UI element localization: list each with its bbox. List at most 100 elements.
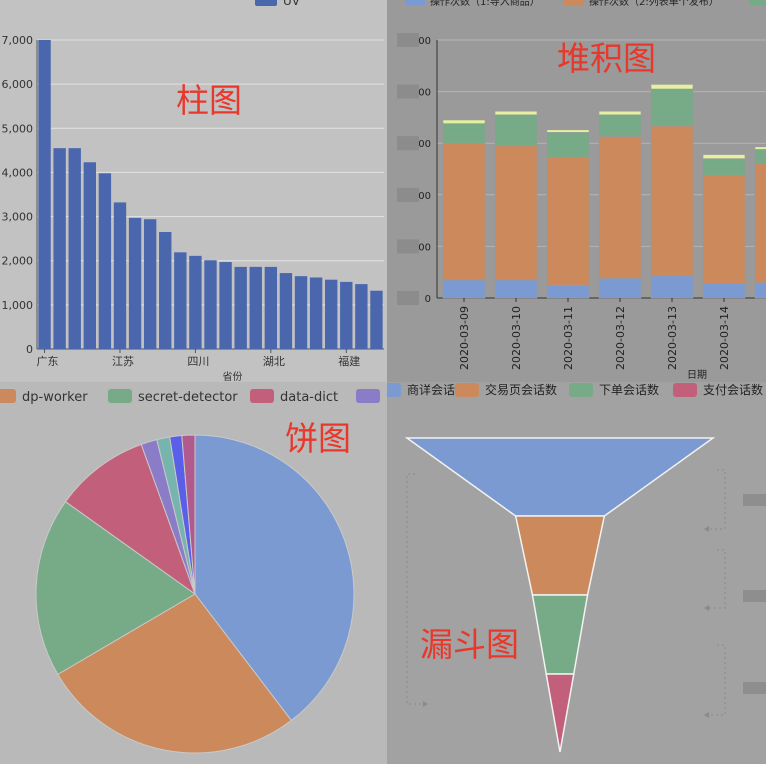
funnel-stage: [531, 594, 589, 675]
blurred-y-tick: [397, 239, 419, 254]
y-tick-label: 00: [418, 191, 431, 202]
bar: [340, 281, 353, 349]
stack-segment: [650, 88, 694, 127]
bar: [219, 262, 232, 349]
arrow-icon: [704, 526, 709, 532]
y-tick-label: 6,000: [2, 78, 34, 91]
blurred-y-tick: [397, 291, 419, 305]
legend-swatch: [405, 0, 425, 6]
blurred-label: [743, 494, 766, 506]
bar: [143, 219, 157, 349]
legend-label: 下单会话数: [599, 382, 659, 397]
arrow-icon: [704, 605, 709, 611]
stack-segment: [754, 146, 766, 150]
funnel-bracket-right: [709, 549, 726, 609]
bar: [98, 173, 112, 349]
stack-segment: [598, 110, 642, 116]
legend-swatch: [749, 0, 766, 6]
funnel-bracket-right: [709, 469, 726, 530]
blurred-label: [743, 682, 766, 694]
legend-swatch-uv: [255, 0, 277, 6]
pie-slice: [57, 593, 293, 754]
legend-label: data-dict: [280, 390, 338, 405]
legend-label: dp-worker: [22, 390, 88, 405]
bar: [113, 202, 127, 349]
x-tick-label: 2020-03-10: [510, 306, 523, 370]
x-axis-title: 日期: [687, 369, 707, 381]
stack-segment: [442, 123, 486, 144]
arrow-icon: [423, 701, 428, 707]
y-tick-label: 7,000: [2, 34, 34, 47]
bar: [309, 277, 323, 349]
funnel-chart: 商详会话数 交易页会话数 下单会话数 支付会话数: [387, 382, 766, 753]
bar-chart: UV 0 1,000 2,000 3,000 4,000 5,000 6,000 7,000 广东…: [2, 0, 384, 382]
funnel-bracket-left: [406, 473, 423, 705]
bar: [204, 260, 217, 349]
stack-segment: [546, 132, 590, 158]
stack-segment: [494, 279, 538, 299]
legend-label: 支付会话数: [703, 382, 763, 397]
stacked-chart-panel: 操作次数（1:导入商品） 操作次数（2:列表单个发布） 0 00 00 00 00 00 202…: [387, 0, 766, 382]
y-tick-label: 00: [418, 88, 431, 99]
bar: [68, 148, 81, 349]
legend-swatch: [0, 389, 16, 403]
bar: [264, 266, 278, 349]
bar: [128, 217, 142, 349]
legend-swatch: [108, 389, 132, 403]
stack-segment: [650, 275, 694, 299]
bar: [279, 273, 293, 349]
pie-slice: [64, 443, 197, 596]
x-tick-label: 2020-03-13: [666, 306, 679, 370]
stack-segment: [494, 110, 538, 116]
stack-segment: [702, 158, 746, 176]
stack-segment: [442, 142, 486, 281]
blurred-y-tick: [397, 84, 419, 99]
y-tick-label: 00: [418, 242, 431, 253]
blurred-y-tick: [397, 187, 419, 202]
stack-segment: [650, 84, 694, 90]
bar: [38, 40, 51, 349]
legend-label-uv: UV: [283, 0, 301, 8]
y-tick-label: 4,000: [2, 166, 34, 179]
blurred-y-tick: [397, 33, 419, 47]
y-tick-label: 00: [418, 36, 431, 47]
stack-segment: [494, 114, 538, 147]
bar: [325, 279, 338, 349]
pie-slice: [194, 434, 355, 722]
x-tick-label: 广东: [37, 355, 59, 368]
stack-segment: [598, 278, 642, 299]
funnel-chart-annotation: 漏斗图: [420, 625, 519, 664]
x-tick-label: 福建: [338, 354, 360, 368]
legend-swatch: [673, 383, 697, 397]
legend-swatch: [569, 383, 593, 397]
stack-segment: [754, 149, 766, 165]
stack-segment: [546, 156, 590, 286]
funnel-stage: [404, 437, 716, 517]
pie-chart-panel: dp-worker secret-detector data-dict 饼图: [0, 382, 387, 764]
bar: [234, 266, 247, 349]
stacked-chart-annotation: 堆积图: [557, 39, 656, 78]
bar-chart-panel: UV 0 1,000 2,000 3,000 4,000 5,000 6,000 7,000 广东…: [0, 0, 387, 382]
pie-chart-annotation: 饼图: [285, 419, 351, 458]
pie-slice: [181, 434, 196, 595]
legend-label: 操作次数（1:导入商品）: [430, 0, 540, 8]
x-axis-title: 省份: [223, 370, 243, 382]
pie-slice: [35, 500, 196, 676]
stack-segment: [598, 114, 642, 137]
stack-segment: [494, 145, 538, 281]
y-tick-label: 3,000: [2, 211, 34, 224]
stack-segment: [702, 174, 746, 284]
y-tick-label: 0: [26, 343, 33, 356]
stack-segment: [546, 284, 590, 299]
bar: [370, 290, 383, 349]
stack-segment: [442, 279, 486, 299]
stack-segment: [754, 282, 766, 299]
x-tick-label: 四川: [187, 355, 209, 368]
bar: [83, 162, 96, 349]
legend-label: 商详会话数: [407, 382, 467, 397]
funnel-bracket-right: [709, 644, 726, 716]
pie-chart: dp-worker secret-detector data-dict: [0, 389, 380, 754]
stack-segment: [546, 129, 590, 133]
bar: [294, 276, 308, 349]
legend-label: secret-detector: [138, 390, 238, 405]
